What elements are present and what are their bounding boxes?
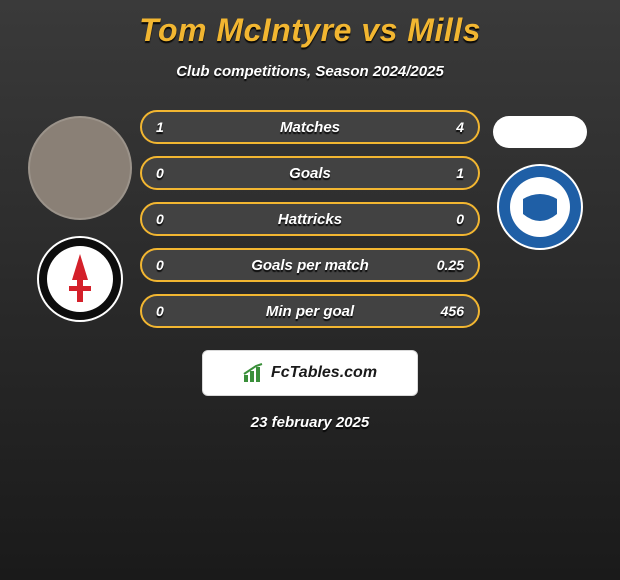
player-right-avatar [493,116,587,148]
chart-icon [243,363,265,383]
stat-label: Goals [289,165,331,182]
stat-value-left: 0 [156,257,164,273]
stat-label: Hattricks [278,211,342,228]
charlton-badge-icon [37,236,123,322]
stats-column: 1 Matches 4 0 Goals 1 0 Hattricks 0 0 Goals per ma… [140,110,480,328]
subtitle: Club competitions, Season 2024/2025 [176,63,444,80]
stat-value-left: 0 [156,165,164,181]
stat-value-right: 1 [456,165,464,181]
stat-value-right: 0 [456,211,464,227]
stat-value-left: 0 [156,211,164,227]
player-left-avatar [28,116,132,220]
stat-value-right: 0.25 [437,257,464,273]
stat-label: Matches [280,119,340,136]
stat-row: 1 Matches 4 [140,110,480,144]
club-right-badge [497,164,583,250]
stat-label: Min per goal [266,303,354,320]
right-side [480,110,600,250]
stat-row: 0 Goals per match 0.25 [140,248,480,282]
stat-value-left: 1 [156,119,164,135]
comparison-row: 1 Matches 4 0 Goals 1 0 Hattricks 0 0 Goals per ma… [0,110,620,328]
stat-row: 0 Min per goal 456 [140,294,480,328]
stat-row: 0 Hattricks 0 [140,202,480,236]
stat-value-left: 0 [156,303,164,319]
page-title: Tom McIntyre vs Mills [139,12,481,49]
watermark-text: FcTables.com [271,364,377,382]
left-side [20,110,140,322]
stat-row: 0 Goals 1 [140,156,480,190]
stat-label: Goals per match [251,257,369,274]
peterborough-badge-icon [497,164,583,250]
stat-value-right: 456 [441,303,464,319]
infographic-root: Tom McIntyre vs Mills Club competitions,… [0,0,620,580]
date-label: 23 february 2025 [251,414,369,431]
club-left-badge [37,236,123,322]
stat-value-right: 4 [456,119,464,135]
watermark-badge: FcTables.com [202,350,418,396]
